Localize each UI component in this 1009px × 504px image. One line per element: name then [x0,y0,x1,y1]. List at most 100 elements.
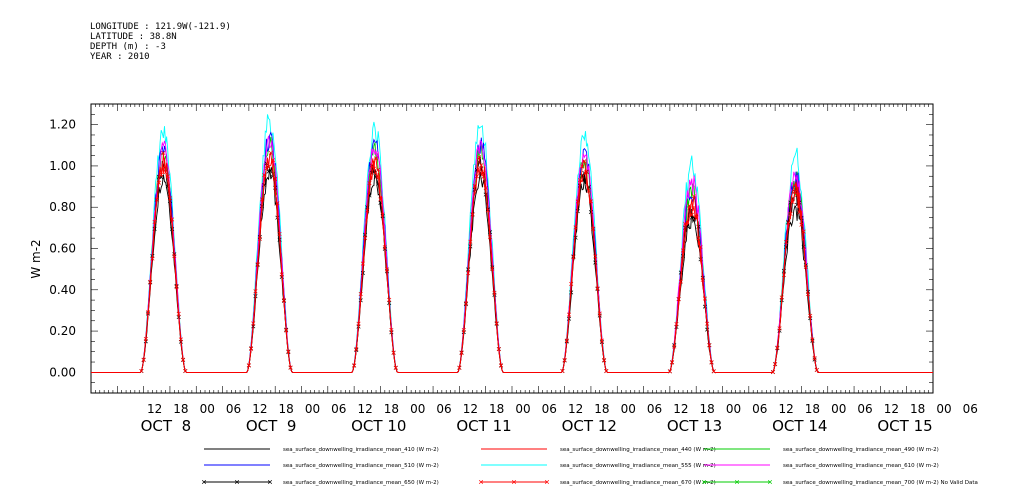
series-marker-7 [463,301,469,306]
x-tick-label: 12 [252,402,267,416]
series-marker-7 [387,297,392,302]
series-marker-7 [573,225,578,230]
series-marker-7 [575,199,580,204]
series-marker-7 [481,174,486,179]
series-marker-7 [466,271,471,276]
x-tick-label: 00 [726,402,741,416]
x-tick-label: 00 [621,402,636,416]
series-marker-7 [264,166,269,171]
series-marker-7 [382,245,387,250]
year-label: YEAR : 2010 [90,52,150,62]
series-marker-7 [354,346,359,351]
legend-label-7: sea_surface_downwelling_irradiance_mean_… [560,480,716,486]
series-marker-7 [152,219,157,225]
series-marker-7 [784,239,789,244]
x-day-label: OCT 11 [456,417,511,435]
series-marker-7 [378,197,383,202]
legend-marker-7 [511,479,517,485]
x-day-label: OCT 15 [877,417,932,435]
series-marker-7 [472,183,477,189]
series-marker-7 [779,295,784,300]
series-marker-7 [700,277,705,282]
series-marker-7 [698,244,703,250]
y-tick-label: 0.80 [49,200,76,214]
x-tick-label: 18 [384,402,399,416]
series-marker-7 [139,368,144,374]
series-marker-7 [788,211,793,216]
series-marker-7 [393,365,398,370]
axes: 0.00 0.20 0.40 0.60 0.80 1.00 1.20 12 18 00 06 12 18… [49,103,978,435]
y-tick-label: 0.00 [49,365,76,379]
x-tick-label: 12 [884,402,899,416]
series-marker-7 [369,163,374,168]
x-tick-label: 12 [778,402,793,416]
series-marker-7 [371,166,376,171]
series-marker-6 [268,168,273,173]
x-tick-label: 06 [226,402,241,416]
series-marker-7 [786,221,791,226]
series-marker-7 [602,358,607,363]
series-marker-7 [591,226,596,231]
series-marker-7 [805,291,811,297]
series-marker-7 [253,289,258,294]
series-marker-7 [797,210,802,215]
series-marker-7 [181,357,186,362]
series-marker-7 [270,158,276,163]
x-tick-label: 18 [805,402,820,416]
series-marker-7 [683,221,688,226]
series-marker-7 [246,363,251,368]
series-marker-7 [812,355,817,361]
legend: sea_surface_downwelling_irradiance_mean_… [201,447,978,486]
legend-marker-8 [734,479,740,485]
series-marker-7 [251,321,256,326]
series-marker-7 [562,358,567,363]
x-tick-label: 18 [489,402,504,416]
plot-header: LONGITUDE : 121.9W(-121.9) LATITUDE : 38… [90,22,231,62]
y-axis-label: W m-2 [29,239,43,278]
x-tick-label: 12 [673,402,688,416]
series-marker-7 [597,311,602,316]
series-marker-7 [178,337,183,342]
latitude-label: LATITUDE : 38.8N [90,32,177,42]
series-marker-7 [159,172,164,177]
series-marker-7 [167,196,172,201]
series-marker-7 [461,327,466,333]
series-marker-7 [459,350,464,356]
x-tick-label: 18 [173,402,188,416]
series-marker-7 [580,164,585,169]
series-marker-7 [814,367,819,372]
x-tick-label: 18 [910,402,925,416]
series-marker-7 [163,170,168,175]
legend-label-4: sea_surface_downwelling_irradiance_mean_… [560,463,716,469]
series-marker-7 [691,194,697,199]
series-marker-7 [707,343,712,348]
x-tick-label: 00 [200,402,215,416]
series-marker-7 [141,357,146,362]
x-day-label: OCT 9 [246,417,297,435]
series-marker-7 [165,174,170,179]
y-tick-label: 0.60 [49,242,76,256]
series-marker-7 [275,201,280,206]
series-marker-7 [384,267,390,272]
legend-label-3: sea_surface_downwelling_irradiance_mean_… [283,463,439,469]
legend-marker-8 [701,479,707,485]
series-marker-7 [810,337,815,342]
series-marker-7 [266,165,271,170]
x-tick-label: 06 [436,402,451,416]
plot-frame [90,103,934,394]
series-marker-7 [803,264,808,270]
series-marker-7 [492,290,497,295]
series-marker-7 [288,365,293,370]
series-marker-7 [577,178,583,183]
x-tick-label: 12 [568,402,583,416]
series-marker-7 [689,212,694,217]
series-marker-7 [468,239,473,244]
y-tick-label: 1.00 [49,159,76,173]
legend-marker-6 [234,479,240,485]
series-marker-7 [808,313,813,318]
depth-label: DEPTH (m) : -3 [90,42,166,52]
series-marker-7 [588,199,593,204]
series-marker-7 [176,311,181,316]
legend-label-5: sea_surface_downwelling_irradiance_mean_… [783,463,939,469]
